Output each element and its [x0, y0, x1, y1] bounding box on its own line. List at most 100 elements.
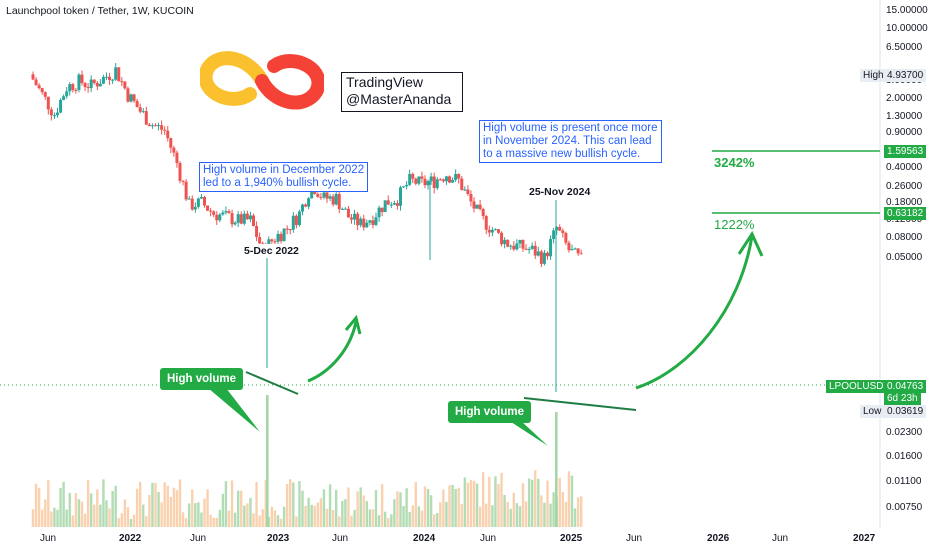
volume-bar — [436, 513, 439, 527]
candle-body — [392, 203, 396, 205]
volume-bar — [120, 513, 124, 527]
volume-bar — [429, 495, 433, 527]
candle-body — [380, 207, 384, 213]
volume-bar — [325, 508, 329, 527]
candle-body — [316, 193, 320, 198]
candle-body — [542, 252, 546, 264]
volume-bar — [432, 514, 436, 527]
volume-bar — [264, 479, 267, 527]
volume-bar — [74, 493, 78, 527]
candle-body — [74, 90, 78, 92]
candle-body — [294, 215, 298, 226]
volume-bar — [313, 505, 316, 527]
candle-body — [114, 67, 118, 80]
candle-body — [245, 213, 249, 220]
volume-bar — [83, 513, 87, 527]
volume-bar — [371, 509, 375, 527]
volume-bar — [279, 518, 283, 527]
x-tick-label: 2022 — [119, 533, 142, 544]
candle-body — [564, 233, 568, 243]
volume-bar — [558, 477, 561, 527]
candle-body — [414, 178, 418, 184]
candle-body — [475, 204, 479, 209]
candle-body — [71, 84, 75, 91]
candle-body — [368, 220, 372, 223]
candle-body — [258, 236, 262, 244]
candle-body — [101, 76, 105, 84]
chart-drawings — [0, 150, 880, 446]
x-tick-label: 2027 — [853, 533, 876, 544]
candle-body — [512, 245, 516, 250]
callout-high-volume-right: High volume — [448, 401, 532, 423]
low-tag-value: 0.03619 — [884, 405, 927, 418]
volume-bar — [53, 507, 56, 527]
volume-bar — [191, 489, 194, 527]
candle-body — [334, 194, 338, 205]
note-2022: High volume in December 2022 led to a 1,… — [199, 162, 369, 192]
volume-bar — [203, 498, 206, 527]
x-tick-label: Jun — [772, 533, 789, 544]
volume-bar — [445, 501, 448, 527]
candle-body — [178, 162, 182, 181]
candle-body — [478, 204, 482, 210]
candle-body — [77, 74, 81, 91]
candle-body — [190, 198, 194, 210]
bullish-arrow-2023 — [307, 321, 358, 383]
candle-body — [187, 198, 191, 200]
volume-bar — [142, 504, 145, 527]
volume-bar — [423, 486, 427, 527]
volume-bar — [292, 482, 295, 527]
volume-bar — [255, 482, 258, 527]
candle-body — [40, 88, 44, 93]
candle-body — [432, 176, 436, 189]
candle-body — [386, 200, 390, 205]
projection-arrow-head — [737, 230, 764, 257]
candle-body — [199, 197, 203, 199]
candle-body — [371, 220, 375, 225]
volume-bar — [359, 487, 362, 527]
volume-bar — [573, 508, 577, 527]
volume-bar — [96, 489, 99, 527]
volume-bar — [365, 501, 369, 527]
candle-body — [408, 173, 412, 185]
candle-body — [132, 94, 136, 101]
candle-body — [150, 125, 154, 127]
volume-bar — [374, 490, 378, 527]
candle-body — [484, 216, 488, 230]
candle-body — [546, 252, 549, 257]
volume-bar — [472, 480, 476, 527]
volume-bar — [414, 482, 418, 527]
volume-bar — [126, 507, 130, 527]
candlesticks — [31, 63, 583, 392]
candle-body — [441, 179, 445, 182]
candle-body — [172, 147, 176, 153]
volume-bar — [451, 484, 454, 527]
volume-bar — [390, 514, 393, 527]
volume-bar — [132, 514, 136, 527]
candle-body — [500, 232, 504, 245]
volume-bar — [135, 488, 139, 527]
candle-body — [89, 79, 93, 89]
volume-bar — [380, 484, 384, 527]
volume-bar — [249, 497, 252, 527]
target-percent-2: 1222% — [714, 217, 755, 232]
candle-body — [111, 79, 115, 81]
candle-body — [221, 212, 225, 215]
candle-body — [331, 196, 335, 205]
volume-bar — [442, 489, 445, 527]
volume-bar — [561, 492, 565, 527]
volume-bar — [331, 510, 335, 527]
volume-bar — [399, 492, 402, 527]
candle-body — [549, 239, 553, 257]
candle-body — [273, 241, 277, 243]
candle-body — [487, 229, 491, 233]
volume-bar — [515, 503, 519, 527]
candle-body — [555, 227, 559, 231]
candle-body — [184, 181, 188, 200]
candle-body — [52, 115, 56, 117]
candle-body — [509, 245, 513, 247]
candle-body — [46, 96, 50, 110]
x-tick-label: 2026 — [707, 533, 730, 544]
volume-bar — [377, 515, 381, 527]
